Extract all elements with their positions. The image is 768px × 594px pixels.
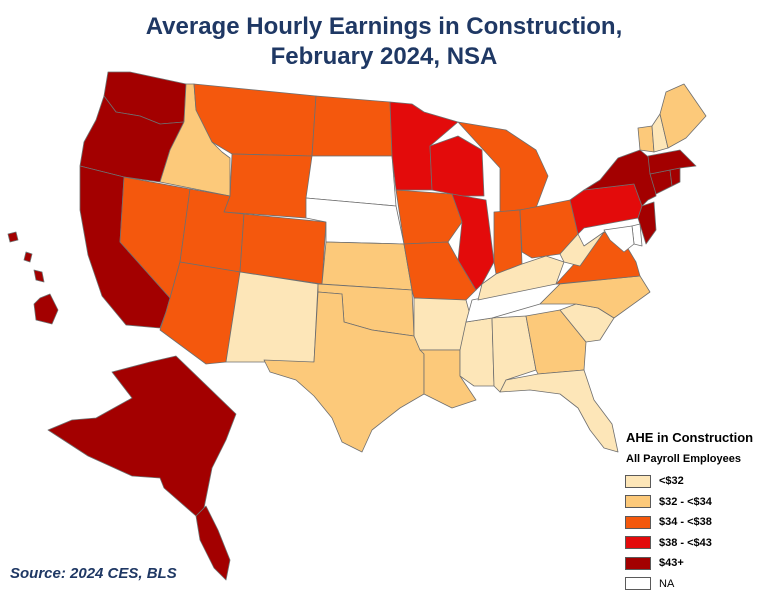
legend-item: $38 - <$43 xyxy=(625,533,765,554)
legend-label: $34 - <$38 xyxy=(659,516,712,528)
legend-swatch xyxy=(625,495,651,508)
legend-subtitle: All Payroll Employees xyxy=(626,453,765,465)
legend-item: NA xyxy=(625,574,765,594)
state-mississippi[interactable] xyxy=(460,318,494,386)
legend-title: AHE in Construction xyxy=(626,430,765,445)
legend-swatch xyxy=(625,577,651,590)
state-alaska-panhandle[interactable] xyxy=(196,506,230,580)
legend-swatch xyxy=(625,516,651,529)
state-wisconsin[interactable] xyxy=(430,136,484,196)
state-hawaii-kauai[interactable] xyxy=(8,232,18,242)
legend-item: $43+ xyxy=(625,553,765,574)
legend-item: <$32 xyxy=(625,471,765,492)
state-south-dakota[interactable] xyxy=(306,156,396,206)
state-alaska[interactable] xyxy=(48,356,236,516)
state-florida[interactable] xyxy=(500,370,618,452)
state-north-dakota[interactable] xyxy=(312,96,392,156)
state-rhode-island[interactable] xyxy=(670,168,680,186)
state-vermont[interactable] xyxy=(638,126,654,152)
legend-label: $43+ xyxy=(659,557,684,569)
legend-label: $32 - <$34 xyxy=(659,496,712,508)
legend-item: $34 - <$38 xyxy=(625,512,765,533)
state-colorado[interactable] xyxy=(240,214,326,284)
state-kansas[interactable] xyxy=(322,242,412,290)
legend-swatch xyxy=(625,475,651,488)
state-wyoming[interactable] xyxy=(224,154,312,218)
state-hawaii-oahu[interactable] xyxy=(24,252,32,262)
legend-item: $32 - <$34 xyxy=(625,492,765,513)
legend-swatch xyxy=(625,557,651,570)
legend-label: $38 - <$43 xyxy=(659,537,712,549)
legend: AHE in Construction All Payroll Employee… xyxy=(625,430,765,594)
state-iowa[interactable] xyxy=(396,190,462,244)
state-maine[interactable] xyxy=(660,84,706,148)
source-note: Source: 2024 CES, BLS xyxy=(10,565,177,582)
legend-swatch xyxy=(625,536,651,549)
state-indiana[interactable] xyxy=(494,210,522,274)
state-hawaii-maui[interactable] xyxy=(34,270,44,282)
state-hawaii-big-island[interactable] xyxy=(34,294,58,324)
state-new-mexico[interactable] xyxy=(226,272,318,362)
legend-label: NA xyxy=(659,578,674,590)
legend-label: <$32 xyxy=(659,475,684,487)
